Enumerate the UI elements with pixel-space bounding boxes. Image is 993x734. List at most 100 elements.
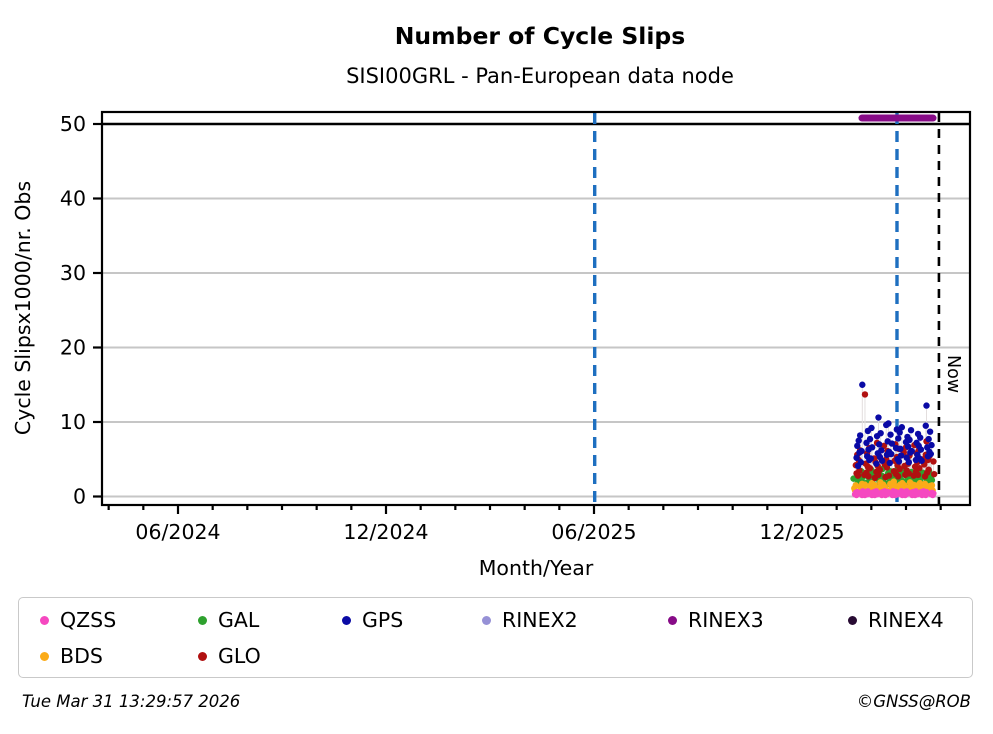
legend-item-gps: GPS bbox=[333, 608, 473, 632]
legend-label: RINEX3 bbox=[688, 608, 764, 632]
data-point-gps bbox=[885, 420, 892, 427]
data-point-glo bbox=[866, 464, 874, 472]
data-point-glo bbox=[914, 471, 922, 479]
legend-label: GAL bbox=[218, 608, 260, 632]
legend-item-bds: BDS bbox=[31, 644, 189, 668]
cycle-slips-chart: 06/2024 12/2024 06/2025 12/202501020304050 … bbox=[11, 22, 972, 580]
data-point-bds bbox=[928, 482, 936, 489]
legend-label: RINEX2 bbox=[502, 608, 578, 632]
data-point-gps bbox=[925, 435, 932, 443]
y-tick-label: 0 bbox=[73, 485, 86, 509]
legend-marker-rinex4 bbox=[848, 615, 857, 625]
data-point-glo bbox=[854, 472, 862, 479]
x-tick-label: 12/2024 bbox=[343, 520, 428, 544]
data-point-glo bbox=[925, 466, 932, 473]
chart-subtitle: SISI00GRL - Pan-European data node bbox=[346, 64, 734, 88]
data-point-gps bbox=[866, 435, 874, 443]
data-point-gps bbox=[868, 424, 875, 432]
data-point-glo bbox=[875, 471, 882, 479]
data-point-bds bbox=[861, 481, 869, 488]
data-point-gps bbox=[873, 460, 880, 467]
data-point-gps bbox=[875, 414, 882, 421]
legend-label: BDS bbox=[60, 644, 103, 668]
x-tick-label: 06/2025 bbox=[551, 520, 636, 544]
legend-marker-gps bbox=[342, 615, 351, 625]
scatter-series-qzss bbox=[851, 488, 937, 499]
data-point-gps bbox=[908, 447, 915, 455]
data-point-gps bbox=[926, 428, 934, 435]
data-point-gps bbox=[888, 450, 895, 458]
data-point-gps bbox=[855, 437, 862, 444]
data-point-gps bbox=[928, 441, 935, 449]
data-point-bds bbox=[852, 482, 859, 489]
legend-label: QZSS bbox=[60, 608, 117, 632]
data-point-gps bbox=[868, 444, 876, 451]
data-point-gps bbox=[895, 458, 903, 465]
data-point-gps bbox=[922, 422, 929, 429]
data-point-bds bbox=[901, 482, 908, 489]
data-point-glo bbox=[930, 458, 937, 465]
data-point-glo bbox=[885, 472, 893, 479]
data-point-gps bbox=[906, 436, 913, 444]
data-point-glo bbox=[895, 473, 902, 480]
data-point-gps bbox=[888, 440, 896, 447]
legend: QZSS GAL GPS RINEX2 RINEX3 RINEX4 BDS GLO bbox=[18, 597, 973, 678]
reference-lines bbox=[102, 113, 970, 504]
data-point-gps bbox=[877, 429, 884, 437]
data-point-gps bbox=[876, 441, 883, 448]
legend-marker-rinex3 bbox=[668, 615, 677, 625]
legend-label: GPS bbox=[362, 608, 404, 632]
data-point-gps bbox=[905, 459, 913, 466]
data-point-gps bbox=[867, 455, 874, 462]
data-point-gps bbox=[878, 447, 885, 454]
data-point-gps bbox=[895, 435, 902, 442]
scatter-series-gps bbox=[853, 381, 935, 470]
data-point-bds bbox=[892, 482, 899, 490]
y-tick-label: 10 bbox=[60, 410, 86, 434]
data-point-gps bbox=[916, 434, 924, 441]
data-point-gps bbox=[897, 445, 904, 453]
data-point-gps bbox=[887, 431, 894, 438]
legend-item-qzss: QZSS bbox=[31, 608, 189, 632]
legend-marker-qzss bbox=[40, 615, 49, 625]
data-point-gps bbox=[878, 457, 886, 464]
data-point-gps bbox=[886, 459, 894, 467]
y-tick-label: 20 bbox=[60, 336, 86, 360]
data-point-gps bbox=[896, 429, 903, 436]
chart-title: Number of Cycle Slips bbox=[395, 22, 685, 50]
y-tick-label: 40 bbox=[60, 187, 86, 211]
data-point-gps bbox=[904, 443, 912, 450]
data-point-glo bbox=[930, 470, 938, 478]
data-point-glo bbox=[865, 473, 872, 480]
legend-item-glo: GLO bbox=[189, 644, 333, 668]
scatter-points bbox=[850, 381, 938, 499]
legend-item-rinex3: RINEX3 bbox=[659, 608, 839, 632]
now-label: Now bbox=[943, 355, 963, 393]
data-point-gps bbox=[897, 452, 905, 459]
data-point-gps bbox=[907, 426, 915, 434]
data-point-gps bbox=[853, 454, 860, 461]
data-point-gps bbox=[858, 447, 865, 455]
data-point-qzss bbox=[864, 488, 872, 495]
footer-timestamp: Tue Mar 31 13:29:57 2026 bbox=[22, 692, 241, 711]
y-tick-label: 30 bbox=[60, 261, 86, 285]
legend-item-gal: GAL bbox=[189, 608, 333, 632]
y-tick-label: 50 bbox=[60, 112, 86, 136]
legend-item-rinex4: RINEX4 bbox=[839, 608, 972, 632]
data-point-glo bbox=[896, 465, 903, 473]
legend-marker-gal bbox=[198, 615, 207, 625]
data-point-bds bbox=[921, 480, 929, 488]
axis-ticks bbox=[93, 122, 942, 514]
x-tick-label: 12/2025 bbox=[759, 520, 844, 544]
y-axis-label: Cycle Slipsx1000/nr. Obs bbox=[11, 181, 35, 435]
legend-label: GLO bbox=[218, 644, 261, 668]
footer-credit: ©GNSS@ROB bbox=[856, 692, 971, 711]
data-point-qzss bbox=[930, 490, 937, 497]
data-point-glo bbox=[876, 466, 884, 473]
x-axis-label: Month/Year bbox=[479, 556, 594, 580]
axis-tick-labels: 06/2024 12/2024 06/2025 12/2025 0 10 20 30 40 50 bbox=[60, 112, 845, 544]
legend-marker-glo bbox=[198, 651, 207, 661]
data-point-gps bbox=[918, 457, 925, 464]
data-point-gps bbox=[923, 402, 930, 409]
plot-frame bbox=[100, 110, 972, 507]
